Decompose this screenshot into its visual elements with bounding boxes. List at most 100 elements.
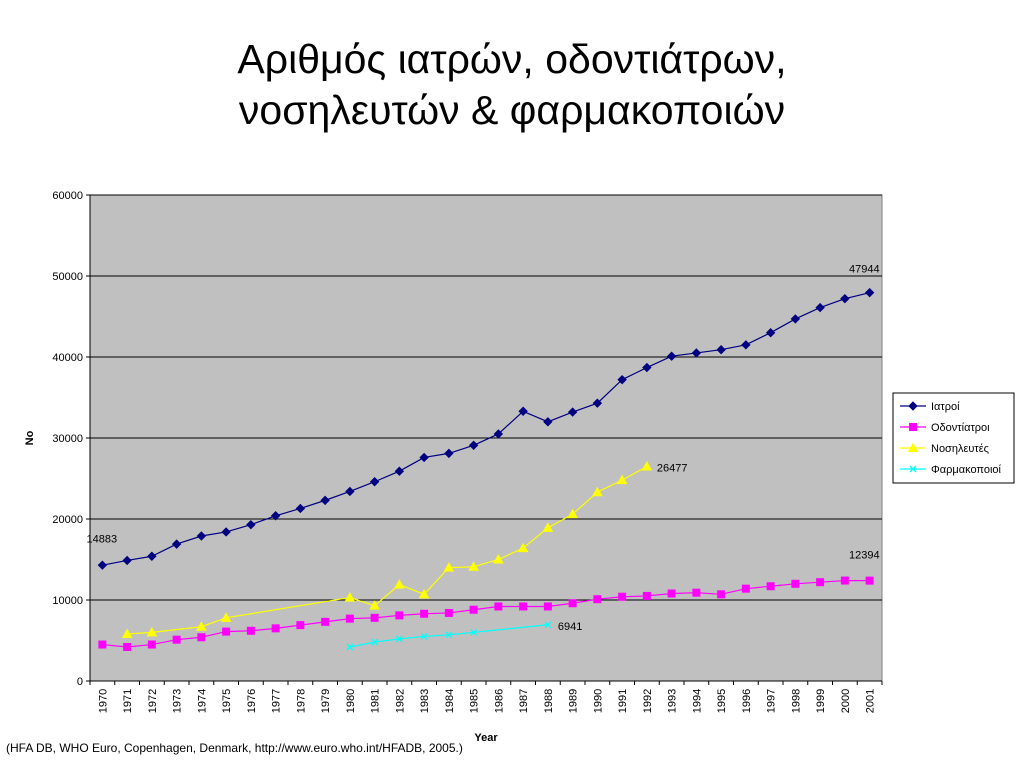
data-point-2 [172,635,181,644]
x-tick-label: 1972 [147,689,159,713]
data-point-2 [618,592,627,601]
x-tick-label: 1980 [345,689,357,713]
data-point-1 [394,466,405,476]
data-point-3 [344,592,356,602]
x-tick-label: 1974 [196,689,208,713]
data-point-2 [98,640,107,649]
data-point-2 [741,584,750,593]
legend-label-2: Οδοντίατροι [931,422,990,434]
data-point-1 [493,429,504,439]
slide-title: Αριθμός ιατρών, οδοντιάτρων, νοσηλευτών … [0,34,1024,136]
x-tick-label: 1983 [419,689,431,713]
x-tick-label: 2000 [840,689,852,713]
data-point-2 [816,578,825,587]
data-point-1 [642,362,652,373]
series-line-2 [102,579,870,648]
data-point-1 [840,293,850,304]
data-point-3 [542,522,554,532]
data-point-2 [395,611,404,620]
data-point-2 [246,626,255,635]
data-point-4 [346,643,354,651]
data-label: 6941 [558,621,582,633]
data-point-2 [865,576,874,585]
data-point-3 [220,612,232,622]
legend-marker-1 [908,401,918,411]
data-point-2 [123,642,132,651]
x-tick-label: 1984 [444,689,456,713]
x-tick-label: 1986 [493,689,505,713]
data-point-1 [543,417,553,427]
data-point-3 [418,588,430,599]
data-point-2 [147,640,156,649]
data-point-1 [567,407,578,417]
data-point-4 [470,628,478,636]
data-point-3 [567,508,578,519]
data-point-3 [517,542,529,553]
data-point-2 [667,589,676,598]
data-point-1 [246,519,256,530]
data-point-3 [196,621,207,631]
y-tick-label: 20000 [52,514,83,526]
data-point-1 [369,477,380,487]
y-tick-label: 0 [77,676,83,688]
data-label: 47944 [849,264,880,276]
legend-marker-2 [909,423,917,431]
x-tick-label: 1990 [592,689,604,713]
data-label: 12394 [849,550,880,562]
data-point-1 [815,302,825,313]
x-tick-label: 1987 [518,689,530,713]
data-point-2 [840,576,849,585]
data-label: 26477 [657,463,688,475]
x-tick-label: 1970 [97,689,109,713]
x-tick-label: 1992 [642,689,654,713]
y-tick-label: 50000 [52,271,83,283]
data-point-1 [196,531,207,541]
data-point-3 [443,562,455,572]
data-point-2 [469,605,478,614]
y-tick-label: 30000 [52,433,83,445]
data-point-1 [320,495,330,506]
data-point-1 [122,555,132,566]
data-point-2 [642,591,651,600]
x-tick-label: 1978 [295,689,307,713]
data-point-2 [766,582,775,591]
source-citation: (HFA DB, WHO Euro, Copenhagen, Denmark, … [6,741,463,755]
data-point-2 [717,590,726,599]
data-point-2 [543,602,552,611]
x-tick-label: 1993 [667,689,679,713]
data-point-3 [641,461,653,471]
data-point-1 [716,345,726,355]
y-axis-title: No [24,430,36,445]
data-point-4 [544,621,552,629]
x-tick-label: 1979 [320,689,332,713]
x-tick-label: 1971 [122,689,134,713]
x-tick-label: 1994 [691,689,703,713]
data-point-4 [371,638,379,646]
x-tick-label: 1998 [790,689,802,713]
data-point-3 [394,579,405,589]
data-point-2 [197,633,206,642]
data-point-1 [171,539,182,549]
data-point-2 [568,599,577,608]
x-tick-label: 1976 [246,689,258,713]
slide-title-line-1: Αριθμός ιατρών, οδοντιάτρων, [237,36,787,82]
data-point-4 [395,635,403,643]
data-point-1 [790,314,801,324]
x-tick-label: 1988 [543,689,555,713]
data-point-2 [296,621,305,630]
x-axis-title: Year [474,732,498,744]
y-tick-label: 60000 [52,190,83,202]
x-tick-label: 1977 [271,689,283,713]
data-point-1 [592,398,603,408]
data-point-2 [420,609,429,618]
legend-label-3: Νοσηλευτές [931,443,989,455]
data-point-1 [444,448,454,459]
data-point-2 [519,602,528,611]
data-label: 14883 [87,533,118,545]
y-tick-label: 10000 [52,595,83,607]
data-point-4 [445,631,453,639]
data-point-1 [147,551,157,561]
data-point-1 [221,527,231,537]
data-point-2 [321,617,330,626]
